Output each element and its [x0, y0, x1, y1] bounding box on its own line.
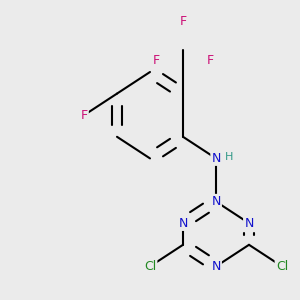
- Text: H: H: [225, 152, 234, 162]
- Text: N: N: [211, 152, 221, 165]
- Text: F: F: [206, 54, 214, 67]
- Text: Cl: Cl: [144, 260, 156, 273]
- Text: N: N: [211, 260, 221, 273]
- Text: N: N: [211, 195, 221, 208]
- Text: Cl: Cl: [276, 260, 288, 273]
- Text: N: N: [178, 217, 188, 230]
- Text: F: F: [80, 109, 88, 122]
- Text: F: F: [152, 54, 160, 67]
- Text: N: N: [244, 217, 254, 230]
- Text: F: F: [179, 15, 187, 28]
